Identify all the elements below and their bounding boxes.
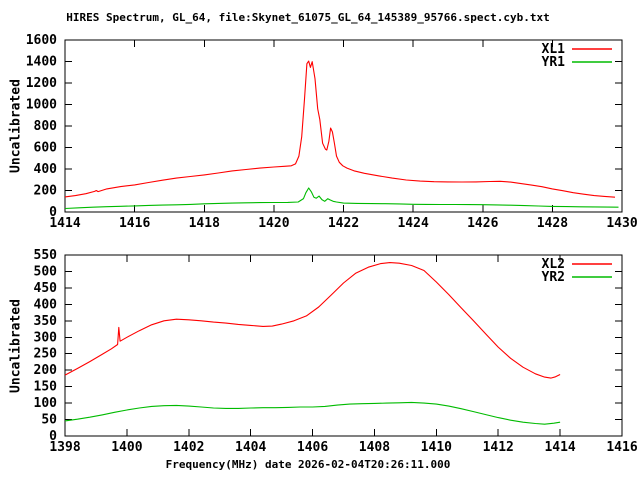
y-tick-label: 100 <box>34 396 58 411</box>
y-tick-label: 250 <box>34 347 58 362</box>
x-tick-label: 1410 <box>421 440 452 455</box>
y-tick-label: 400 <box>34 297 58 312</box>
series-line-YR2 <box>64 401 561 425</box>
x-tick-label: 1400 <box>111 440 142 455</box>
y-tick-label: 1400 <box>26 55 57 70</box>
y-tick-label: 150 <box>34 380 58 395</box>
x-tick-label: 1404 <box>235 440 266 455</box>
series-line-YR1 <box>64 187 619 210</box>
x-tick-label: 1408 <box>359 440 390 455</box>
y-tick-label: 500 <box>34 264 58 279</box>
y-tick-label: 0 <box>49 205 57 220</box>
figure-title: HIRES Spectrum, GL_64, file:Skynet_61075… <box>66 11 550 24</box>
x-axis-label: Frequency(MHz) date 2026-02-04T20:26:11.… <box>165 458 451 471</box>
x-tick-label: 1416 <box>606 440 637 455</box>
x-tick-label: 1426 <box>467 216 498 231</box>
x-tick-label: 1414 <box>49 216 80 231</box>
x-tick-label: 1418 <box>189 216 220 231</box>
x-tick-label: 1422 <box>328 216 359 231</box>
legend-label-XL2: XL2 <box>542 257 565 272</box>
y-tick-label: 200 <box>34 363 58 378</box>
y-tick-label: 400 <box>34 162 58 177</box>
y-tick-label: 1200 <box>26 76 57 91</box>
x-tick-label: 1402 <box>173 440 204 455</box>
series-line-XL2 <box>64 262 561 379</box>
legend-label-YR2: YR2 <box>542 270 565 285</box>
x-tick-label: 1414 <box>544 440 575 455</box>
x-tick-label: 1406 <box>297 440 328 455</box>
plot-border-bottom <box>64 254 623 437</box>
y-tick-label: 1600 <box>26 33 57 48</box>
y-tick-label: 350 <box>34 314 58 329</box>
y-tick-label: 1000 <box>26 98 57 113</box>
series-line-XL1 <box>64 60 616 198</box>
x-tick-label: 1430 <box>606 216 637 231</box>
x-tick-label: 1398 <box>49 440 80 455</box>
x-tick-label: 1412 <box>483 440 514 455</box>
y-tick-label: 600 <box>34 141 58 156</box>
y-tick-label: 450 <box>34 281 58 296</box>
y-tick-label: 50 <box>41 413 57 428</box>
x-tick-label: 1416 <box>119 216 150 231</box>
y-tick-label: 200 <box>34 184 58 199</box>
y-tick-label: 800 <box>34 119 58 134</box>
y-tick-label: 0 <box>49 429 57 444</box>
y-tick-label: 300 <box>34 330 58 345</box>
x-tick-label: 1428 <box>537 216 568 231</box>
x-tick-label: 1424 <box>397 216 428 231</box>
legend-label-XL1: XL1 <box>542 42 566 57</box>
y-tick-label: 550 <box>34 248 58 263</box>
legend-label-YR1: YR1 <box>542 55 566 70</box>
x-tick-label: 1420 <box>258 216 289 231</box>
